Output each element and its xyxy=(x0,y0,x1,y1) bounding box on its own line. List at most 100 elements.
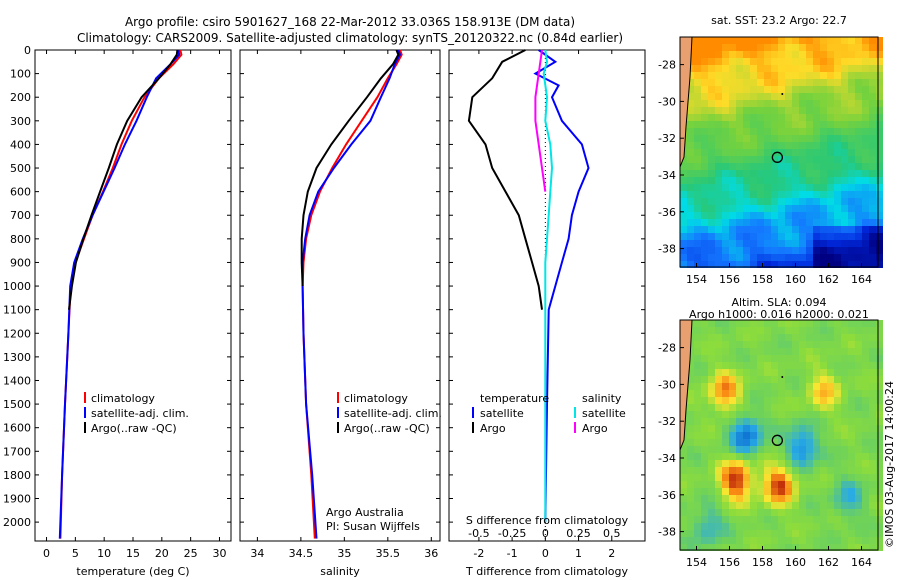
map-cell xyxy=(869,327,876,334)
map-cell xyxy=(813,135,820,142)
map-cell xyxy=(722,135,729,142)
map-cell xyxy=(792,495,799,502)
map-cell xyxy=(708,100,715,107)
map-cell xyxy=(736,355,743,362)
map-cell xyxy=(764,502,771,509)
map-cell xyxy=(722,439,729,446)
map-cell xyxy=(708,184,715,191)
map-cell xyxy=(694,261,701,268)
map-cell xyxy=(715,376,722,383)
map-cell xyxy=(876,254,883,261)
map-cell xyxy=(778,355,785,362)
map-cell xyxy=(722,58,729,65)
map-cell xyxy=(694,254,701,261)
map-cell xyxy=(834,474,841,481)
map-cell xyxy=(771,261,778,268)
map-cell xyxy=(701,205,708,212)
map-cell xyxy=(827,439,834,446)
imos-timestamp: ©IMOS 03-Aug-2017 14:00:24 xyxy=(883,381,896,548)
map-cell xyxy=(820,254,827,261)
map-cell xyxy=(687,86,694,93)
map-cell xyxy=(862,72,869,79)
map-cell xyxy=(757,184,764,191)
map-cell xyxy=(722,37,729,44)
map-cell xyxy=(778,191,785,198)
map-cell xyxy=(806,226,813,233)
map-cell xyxy=(750,37,757,44)
map-cell xyxy=(757,114,764,121)
map-cell xyxy=(771,348,778,355)
map-cell xyxy=(869,72,876,79)
map-cell xyxy=(785,51,792,58)
map-cell xyxy=(708,72,715,79)
map-cell xyxy=(862,79,869,86)
map-cell xyxy=(834,509,841,516)
map-cell xyxy=(736,86,743,93)
map-cell xyxy=(771,240,778,247)
s-tick-label: 0.5 xyxy=(603,527,621,540)
map-cell xyxy=(722,205,729,212)
map-cell xyxy=(729,397,736,404)
map-cell xyxy=(876,163,883,170)
map-cell xyxy=(855,460,862,467)
map-cell xyxy=(771,121,778,128)
map-cell xyxy=(764,184,771,191)
map-cell xyxy=(841,233,848,240)
map-cell xyxy=(708,348,715,355)
map-cell xyxy=(820,411,827,418)
map-cell xyxy=(820,135,827,142)
map-cell xyxy=(806,93,813,100)
map-cell xyxy=(771,509,778,516)
map-cell xyxy=(855,149,862,156)
map-cell xyxy=(722,516,729,523)
map-cell xyxy=(715,51,722,58)
map-cell xyxy=(750,369,757,376)
map-cell xyxy=(757,453,764,460)
map-cell xyxy=(869,341,876,348)
map-cell xyxy=(848,100,855,107)
map-cell xyxy=(701,411,708,418)
map-cell xyxy=(771,58,778,65)
map-cell xyxy=(792,327,799,334)
map-cell xyxy=(869,261,876,268)
map-cell xyxy=(869,418,876,425)
map-cell xyxy=(694,467,701,474)
map-cell xyxy=(764,362,771,369)
map-cell xyxy=(764,411,771,418)
x-tick-label: 36 xyxy=(424,547,438,560)
map-cell xyxy=(799,44,806,51)
map-cell xyxy=(876,93,883,100)
map-cell xyxy=(722,44,729,51)
map-cell xyxy=(869,219,876,226)
map-cell xyxy=(694,341,701,348)
map-cell xyxy=(799,418,806,425)
map-cell xyxy=(876,212,883,219)
temperature-panel: 0100200300400500600700800900100011001200… xyxy=(3,44,232,578)
map-cell xyxy=(834,261,841,268)
map-cell xyxy=(876,128,883,135)
map-cell xyxy=(715,261,722,268)
map-cell xyxy=(848,93,855,100)
map-cell xyxy=(687,226,694,233)
map-cell xyxy=(834,362,841,369)
map-cell xyxy=(736,128,743,135)
x-tick-label: 30 xyxy=(212,547,226,560)
map-cell xyxy=(785,390,792,397)
map-cell xyxy=(813,411,820,418)
map-cell xyxy=(729,79,736,86)
map-cell xyxy=(715,418,722,425)
map-cell xyxy=(743,65,750,72)
map-cell xyxy=(687,114,694,121)
map-cell xyxy=(757,523,764,530)
map-cell xyxy=(764,474,771,481)
map-cell xyxy=(799,205,806,212)
map-cell xyxy=(841,226,848,233)
map-cell xyxy=(701,404,708,411)
map-cell xyxy=(708,135,715,142)
map-cell xyxy=(820,170,827,177)
map-cell xyxy=(799,219,806,226)
map-cell xyxy=(827,44,834,51)
map-cell xyxy=(820,156,827,163)
map-cell xyxy=(743,121,750,128)
map-cell xyxy=(785,254,792,261)
